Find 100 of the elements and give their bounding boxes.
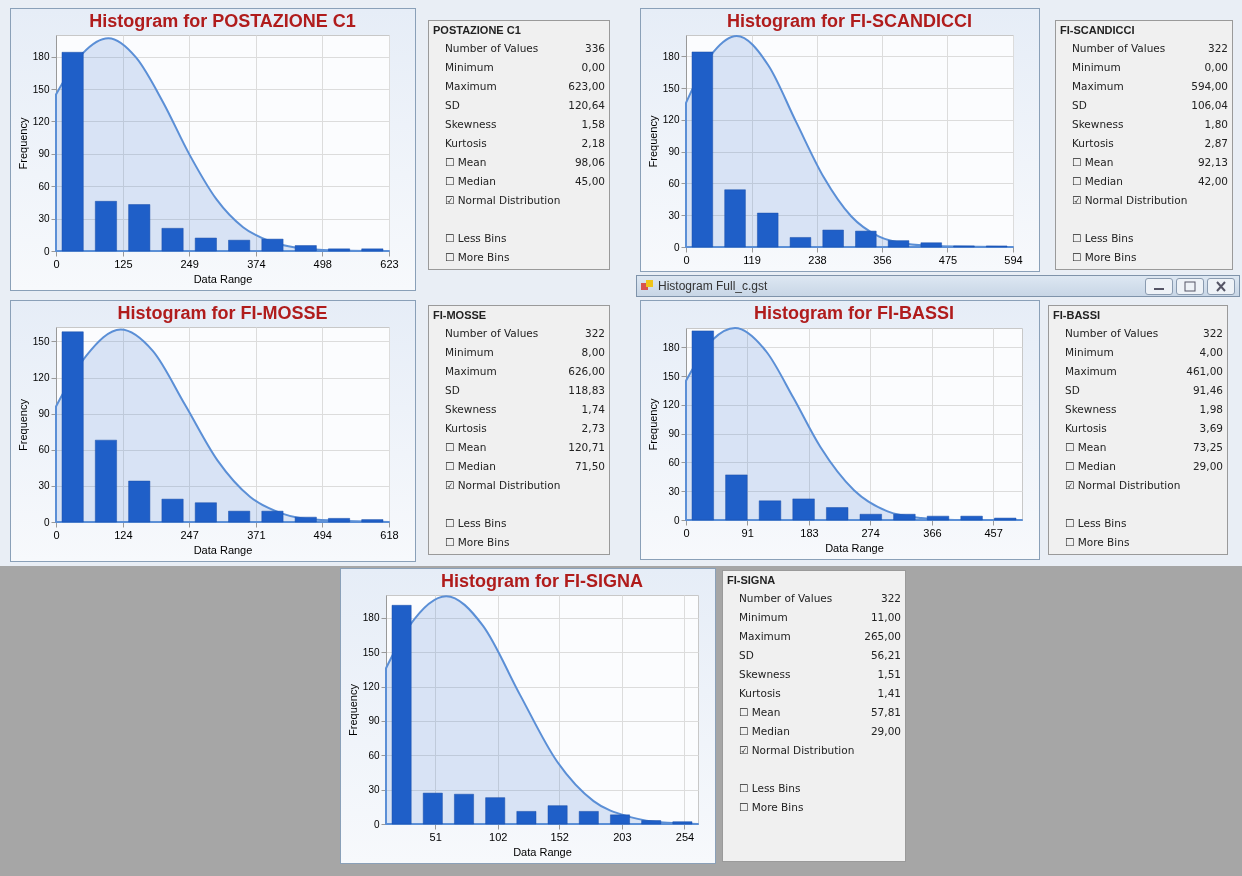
category-label: Skewness (1065, 402, 1117, 417)
x-tick-label: 623 (380, 257, 399, 270)
text: 2,18 (581, 137, 605, 149)
y-tick-label: 60 (668, 177, 680, 189)
category-label: ☐ Median (1065, 459, 1116, 474)
category-label: Maximum (1065, 364, 1117, 379)
text: 461,00 (1186, 365, 1223, 377)
text: FI-BASSI (1053, 309, 1102, 321)
x-tick-label: 371 (247, 528, 266, 541)
y-tick-label: 120 (662, 399, 680, 411)
category-label: ☐ Mean (445, 155, 487, 170)
text: 2,87 (1204, 137, 1228, 149)
text: 120,64 (568, 99, 605, 111)
y-tick-label: 0 (43, 516, 50, 528)
category-label: Maximum (445, 79, 497, 94)
x-tick-label: 494 (313, 528, 332, 541)
text: 92,13 (1197, 156, 1228, 168)
text: 1,51 (877, 668, 901, 680)
text: 8,00 (581, 346, 605, 358)
y-tick-label: 150 (32, 83, 50, 95)
text: 11,00 (870, 611, 901, 623)
y-tick-label: 0 (673, 514, 680, 526)
category-label: ☐ Less Bins (445, 231, 507, 246)
x-tick-label: 498 (313, 257, 332, 270)
x-tick-label: 475 (938, 253, 958, 266)
x-axis-title: Data Range (193, 543, 253, 556)
category-label: Skewness (445, 402, 497, 417)
category-label: ☐ Median (445, 459, 496, 474)
text: 322 (584, 327, 605, 339)
category-label: ☐ More Bins (1072, 250, 1137, 265)
category-label: ☐ Median (445, 174, 496, 189)
text: 4,00 (1199, 346, 1223, 358)
x-tick-label: 0 (53, 528, 60, 541)
category-label: ☐ More Bins (445, 250, 510, 265)
text: FI-MOSSE (433, 309, 488, 321)
y-axis-title: Frequency (646, 398, 659, 451)
category-label: Minimum (739, 610, 788, 625)
category-label: ☐ Median (739, 724, 790, 739)
category-label: ☐ Less Bins (739, 781, 801, 796)
y-tick-label: 120 (662, 114, 680, 126)
x-tick-label: 124 (114, 528, 133, 541)
x-axis-title: Data Range (513, 845, 572, 858)
category-label: Number of Values (445, 41, 539, 56)
category-label: ☑ Normal Distribution (739, 743, 855, 758)
category-label: Minimum (445, 345, 494, 360)
x-tick-label: 0 (683, 253, 690, 266)
category-label: ☑ Normal Distribution (445, 193, 561, 208)
category-label: SD (739, 648, 754, 663)
text: 336 (584, 42, 605, 54)
chart-title: Histogram for FI-SIGNA (440, 571, 644, 591)
x-tick-label: 247 (180, 528, 199, 541)
category-label: ☐ Less Bins (445, 516, 507, 531)
y-tick-label: 180 (662, 50, 680, 62)
text: 322 (1202, 327, 1223, 339)
y-tick-label: 60 (38, 180, 50, 192)
x-tick-label: 594 (1004, 253, 1023, 266)
x-axis-title: Data Range (825, 541, 884, 554)
category-label: Minimum (445, 60, 494, 75)
text: 29,00 (1192, 460, 1223, 472)
y-tick-label: 150 (662, 82, 680, 94)
y-tick-label: 0 (373, 818, 380, 830)
category-label: ☐ More Bins (1065, 535, 1130, 550)
text: 322 (1207, 42, 1228, 54)
category-label: SD (1065, 383, 1080, 398)
x-tick-label: 457 (984, 526, 1003, 539)
text: FI-SIGNA (727, 574, 777, 586)
category-label: SD (1072, 98, 1087, 113)
text: 265,00 (864, 630, 901, 642)
text: 0,00 (1204, 61, 1228, 73)
category-label: Skewness (1072, 117, 1124, 132)
y-tick-label: 180 (32, 51, 50, 63)
y-tick-label: 90 (668, 146, 680, 158)
x-tick-label: 374 (247, 257, 266, 270)
y-tick-label: 30 (668, 485, 680, 497)
text: 106,04 (1191, 99, 1228, 111)
category-label: ☐ Mean (739, 705, 781, 720)
y-tick-label: 30 (668, 209, 680, 221)
y-tick-label: 60 (38, 444, 50, 456)
x-tick-label: 51 (429, 830, 442, 843)
text: Histogram Full_c.gst (658, 279, 769, 293)
category-label: Skewness (445, 117, 497, 132)
y-tick-label: 30 (38, 480, 50, 492)
text: 73,25 (1192, 441, 1223, 453)
x-tick-label: 183 (800, 526, 819, 539)
chart-title: Histogram for FI-MOSSE (117, 303, 328, 323)
category-label: Minimum (1072, 60, 1121, 75)
chart-title: Histogram for FI-BASSI (753, 303, 955, 323)
category-label: Maximum (445, 364, 497, 379)
y-tick-label: 90 (38, 148, 50, 160)
x-tick-label: 618 (380, 528, 399, 541)
x-tick-label: 203 (613, 830, 632, 843)
category-label: Maximum (739, 629, 791, 644)
x-tick-label: 152 (550, 830, 569, 843)
text: 0,00 (581, 61, 605, 73)
x-tick-label: 274 (861, 526, 880, 539)
y-axis-title: Frequency (346, 683, 359, 736)
x-tick-label: 366 (923, 526, 942, 539)
x-tick-label: 102 (489, 830, 508, 843)
text: 56,21 (870, 649, 901, 661)
text: 71,50 (574, 460, 605, 472)
